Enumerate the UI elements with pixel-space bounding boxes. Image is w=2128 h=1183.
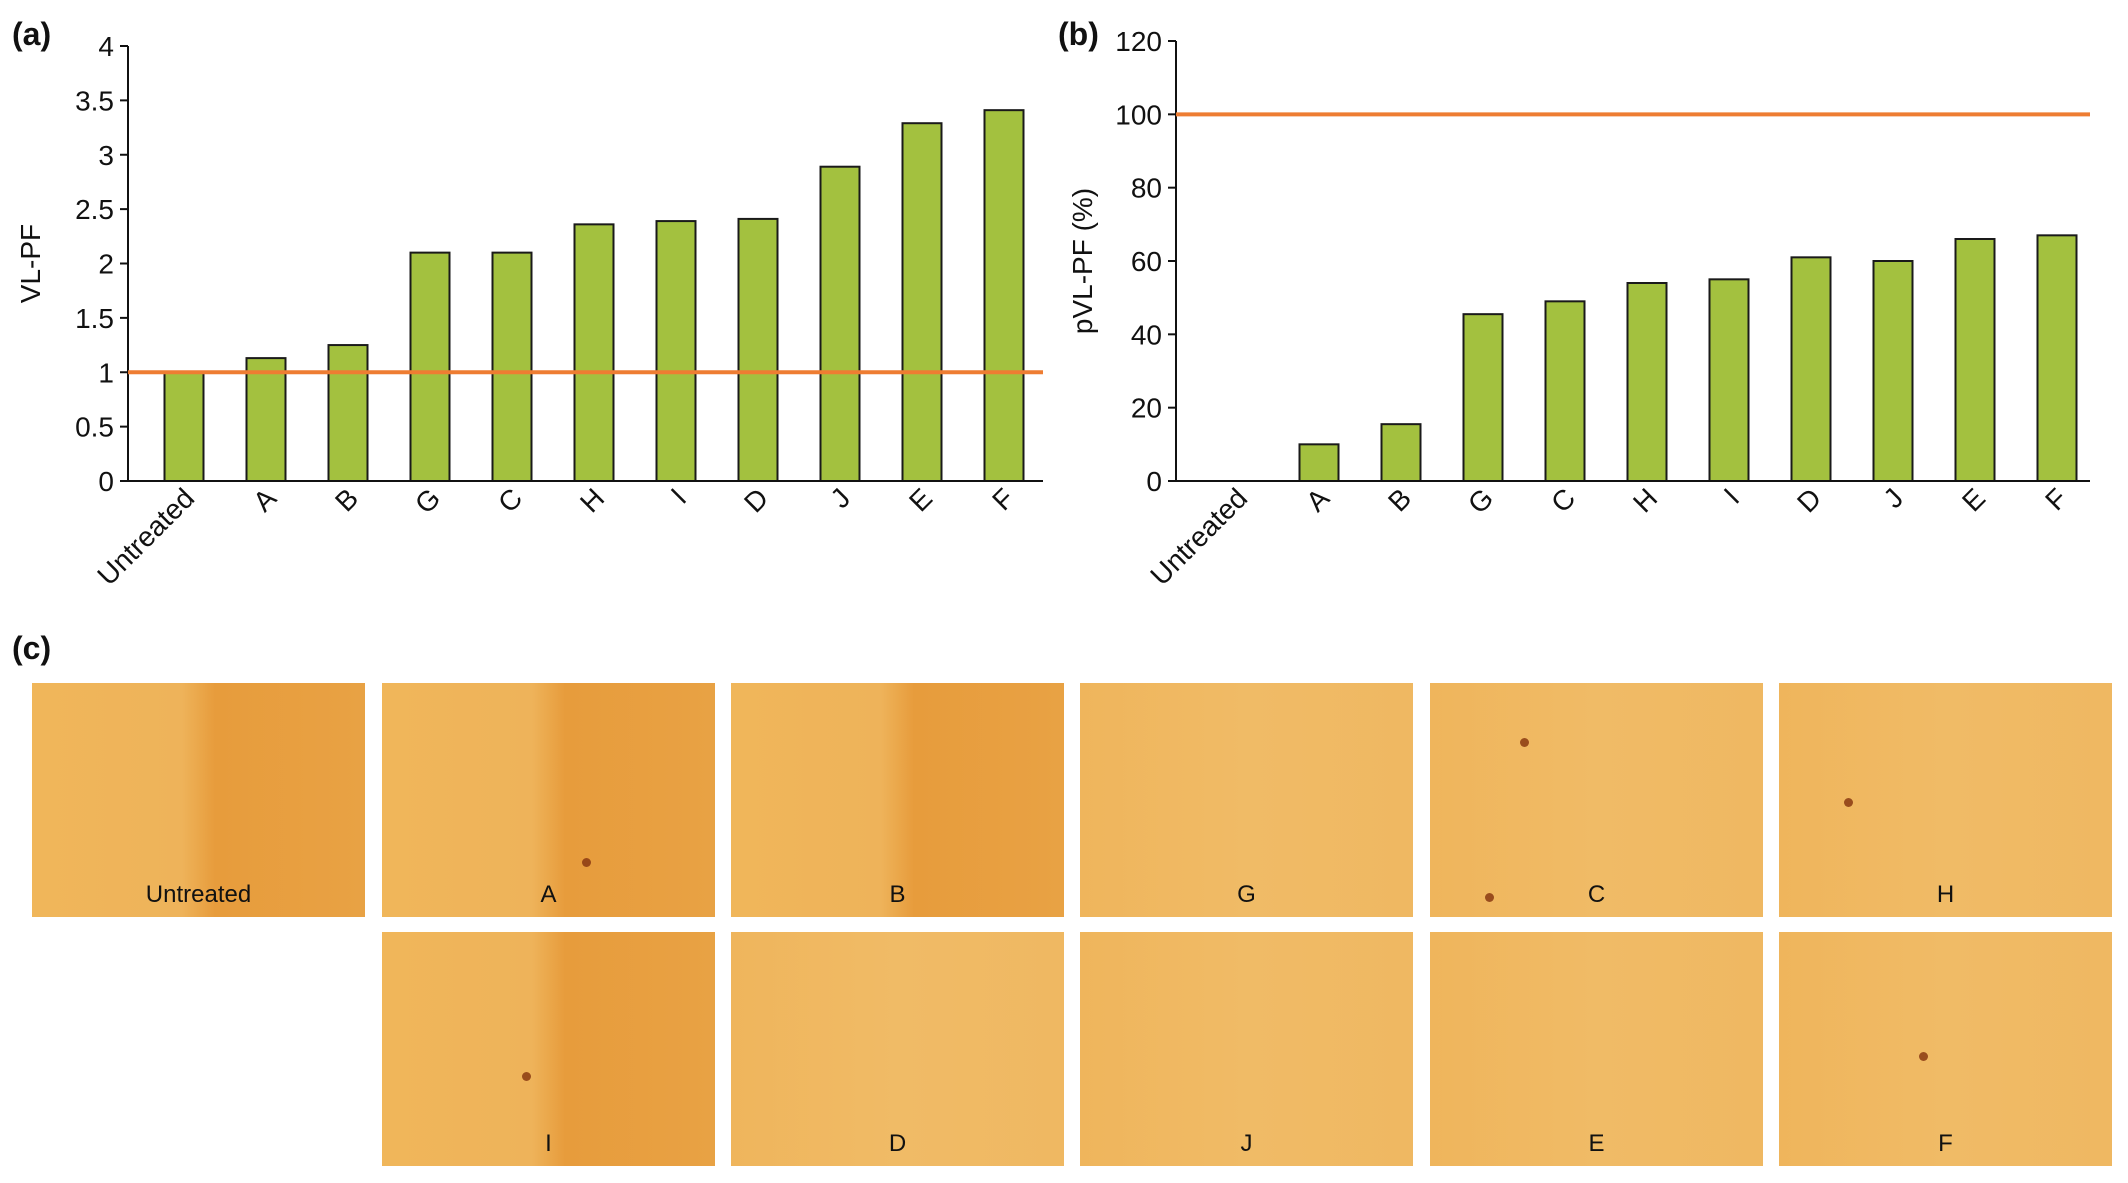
bar-d (1790, 256, 1832, 483)
y-tick-label: 40 (1131, 319, 1162, 350)
y-tick-label: 120 (1115, 26, 1162, 57)
photo-label: G (1237, 881, 1256, 908)
y-tick-label: 1.5 (75, 303, 114, 334)
photo-label: A (540, 881, 557, 908)
micrograph-i: I (382, 932, 715, 1166)
bar-d (737, 217, 779, 482)
micrograph-e: E (1430, 932, 1763, 1166)
y-tick-label: 2 (98, 249, 114, 280)
y-tick-label: 3.5 (75, 85, 114, 116)
photo-label: D (888, 1130, 907, 1157)
skin-texture (1080, 683, 1413, 917)
y-axis-label: VL-PF (15, 224, 46, 303)
panel-label-b: (b) (1058, 16, 1099, 52)
micrograph-b: B (731, 683, 1064, 917)
y-tick-label: 0.5 (75, 412, 114, 443)
y-tick-label: 60 (1131, 246, 1162, 277)
y-tick-label: 80 (1131, 173, 1162, 204)
lesion-spot (522, 1072, 531, 1081)
bar-j (1872, 260, 1914, 482)
skin-texture (32, 683, 365, 917)
lesion-spot (582, 858, 591, 867)
micrograph-g: G (1080, 683, 1413, 917)
photo-label: F (1938, 1130, 1953, 1157)
micrograph-h: H (1779, 683, 2112, 917)
bar-b (1380, 423, 1422, 482)
skin-texture (1080, 932, 1413, 1166)
bar-e (1954, 238, 1996, 482)
micrograph-c: C (1430, 683, 1763, 917)
bar-j (819, 165, 861, 482)
y-tick-label: 1 (98, 357, 114, 388)
y-tick-label: 100 (1115, 99, 1162, 130)
y-tick-label: 0 (1146, 466, 1162, 497)
panel-label-a: (a) (12, 16, 52, 52)
y-tick-label: 0 (98, 466, 114, 497)
skin-texture (382, 932, 715, 1166)
micrograph-a: A (382, 683, 715, 917)
skin-texture (731, 932, 1064, 1166)
photo-label: C (1587, 881, 1606, 908)
skin-texture (1430, 683, 1763, 917)
lesion-spot (1520, 738, 1529, 747)
photo-label: J (1240, 1130, 1253, 1157)
bar-f (983, 109, 1025, 482)
micrograph-j: J (1080, 932, 1413, 1166)
panel-label-c: (c) (12, 630, 52, 666)
y-axis-label: pVL-PF (%) (1067, 188, 1098, 334)
skin-texture (382, 683, 715, 917)
photo-label: I (545, 1130, 552, 1157)
skin-texture (731, 683, 1064, 917)
skin-texture (1779, 932, 2112, 1166)
micrograph-f: F (1779, 932, 2112, 1166)
y-tick-label: 2.5 (75, 194, 114, 225)
skin-texture (1779, 683, 2112, 917)
lesion-spot (1919, 1052, 1928, 1061)
bar-i (1708, 278, 1750, 483)
photo-label: H (1936, 881, 1955, 908)
micrograph-untreated: Untreated (32, 683, 365, 917)
y-tick-label: 20 (1131, 393, 1162, 424)
skin-texture (1430, 932, 1763, 1166)
bar-i (655, 220, 697, 482)
micrograph-d: D (731, 932, 1064, 1166)
photo-label: Untreated (145, 881, 252, 908)
y-tick-label: 3 (98, 140, 114, 171)
y-tick-label: 4 (98, 31, 114, 62)
bar-h (1626, 282, 1668, 482)
photo-label: E (1588, 1130, 1605, 1157)
lesion-spot (1844, 798, 1853, 807)
photo-label: B (889, 881, 906, 908)
lesion-spot (1485, 893, 1494, 902)
